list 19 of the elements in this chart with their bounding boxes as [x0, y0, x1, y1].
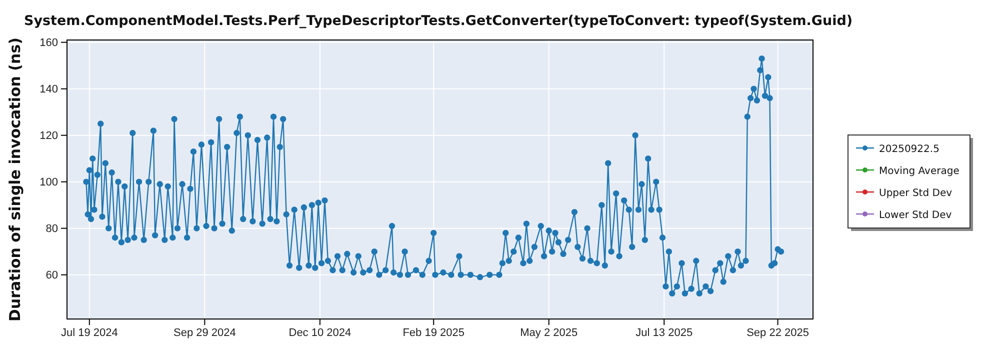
x-tick-label: Dec 10 2024: [288, 326, 352, 339]
x-tick-label: Jul 19 2024: [60, 326, 118, 339]
chart-title: System.ComponentModel.Tests.Perf_TypeDescriptorTests.GetConverter(typeToConvert: typeof(System.Guid): [24, 13, 853, 29]
y-axis-title: Duration of single invocation (ns): [6, 38, 24, 322]
y-tick-label: 160: [40, 36, 58, 49]
y-tick-label: 60: [46, 269, 58, 282]
x-tick-label: May 2 2025: [520, 326, 578, 339]
x-tick-label: Sep 22 2025: [746, 326, 809, 339]
y-tick-label: 120: [40, 130, 58, 142]
x-tick-label: Jul 13 2025: [636, 326, 693, 339]
y-tick-label: 140: [40, 83, 58, 96]
y-tick-label: 100: [40, 176, 58, 188]
x-tick-label: Feb 19 2025: [402, 326, 464, 339]
legend-label: Upper Std Dev: [879, 188, 952, 199]
legend-label: Moving Average: [879, 166, 960, 177]
legend-label: 20250922.5: [879, 144, 940, 155]
x-tick-label: Sep 29 2024: [173, 326, 236, 339]
y-tick-label: 80: [46, 222, 58, 235]
legend-label: Lower Std Dev: [879, 210, 952, 221]
